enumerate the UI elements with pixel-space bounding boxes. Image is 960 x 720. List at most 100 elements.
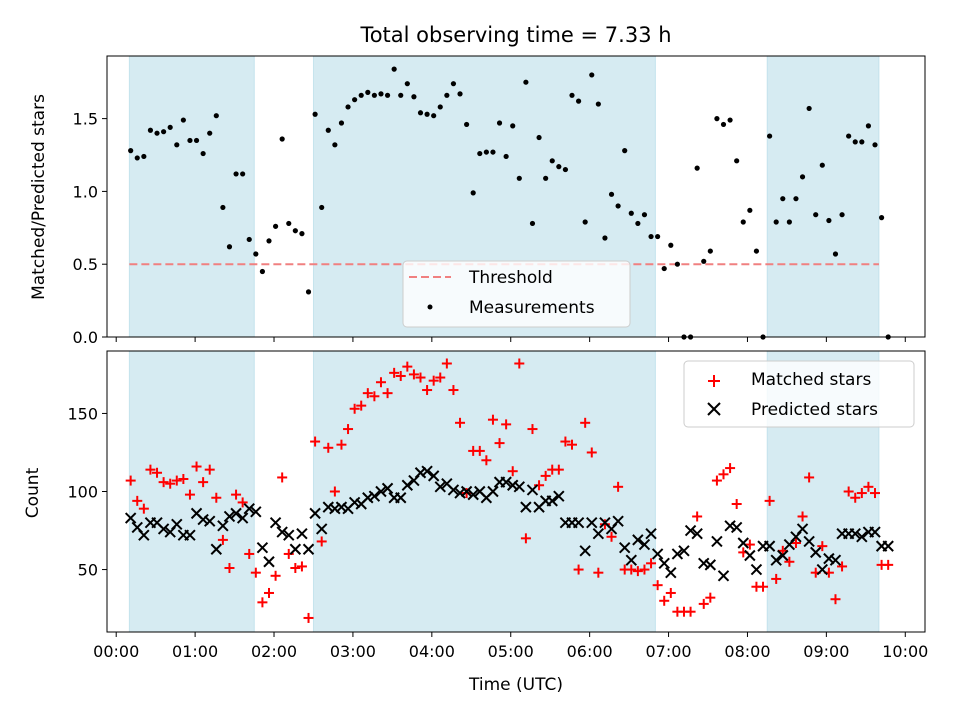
x-tick-label: 05:00 <box>488 642 534 661</box>
bottom-axes: 50 100 150 00:00 01:00 02:00 03:00 04:00 05:00 06… <box>67 350 928 661</box>
predicted-star-point <box>269 517 282 529</box>
matched-star-point <box>514 358 525 369</box>
matched-star-point <box>659 595 670 606</box>
predicted-star-point <box>434 481 446 493</box>
measurement-point <box>272 223 279 229</box>
measurement-point <box>773 219 779 225</box>
top-panel: 0.0 0.5 1.0 1.5 Matched/Predicted stars Thr… <box>29 55 926 347</box>
predicted-star-point <box>625 554 637 566</box>
matched-star-point <box>843 486 854 497</box>
matched-star-point <box>323 442 334 453</box>
measurement-point <box>411 94 417 100</box>
predicted-star-point <box>362 492 374 504</box>
matched-star-point <box>606 531 617 542</box>
matched-star-point <box>632 566 643 577</box>
predicted-star-point <box>698 557 710 570</box>
matched-star-point <box>184 489 195 500</box>
matched-star-point <box>652 580 663 591</box>
matched-star-point <box>646 558 657 569</box>
predicted-star-point <box>572 517 585 529</box>
top-ylabel: Matched/Predicted stars <box>29 94 49 300</box>
measurement-point <box>457 91 463 97</box>
top-axes: 0.0 0.5 1.0 1.5 <box>73 55 926 347</box>
predicted-star-point <box>171 518 183 530</box>
measurement-point <box>707 248 713 254</box>
predicted-star-point <box>217 520 229 532</box>
measurement-point <box>727 117 733 123</box>
predicted-star-point <box>447 484 460 496</box>
measurement-point <box>826 217 832 224</box>
predicted-star-point <box>803 535 815 548</box>
measurement-point <box>319 204 325 211</box>
matched-star-point <box>290 562 301 573</box>
measurement-point <box>450 81 457 87</box>
matched-star-point <box>731 498 742 509</box>
shaded-interval <box>128 350 255 633</box>
matched-star-point <box>455 417 466 428</box>
matched-star-point <box>784 556 795 567</box>
measurement-point <box>292 228 298 234</box>
predicted-star-point <box>763 540 776 552</box>
measurement-point <box>246 236 252 243</box>
predicted-star-point <box>401 479 414 491</box>
measurement-point <box>365 89 371 95</box>
predicted-star-point <box>283 529 295 541</box>
predicted-star-point <box>236 512 249 524</box>
measurement-point <box>180 117 186 123</box>
measurement-point <box>661 265 667 272</box>
matched-star-point <box>191 461 202 472</box>
legend-predicted-label: Predicted stars <box>751 400 878 420</box>
y-tick-label: 50 <box>78 561 98 580</box>
measurement-point <box>352 97 358 103</box>
matched-star-point <box>830 594 841 605</box>
predicted-star-point <box>592 527 605 540</box>
legend-matched-swatch <box>708 375 720 387</box>
matched-star-point <box>698 598 709 609</box>
matched-star-point <box>863 481 874 492</box>
predicted-star-point <box>810 546 822 559</box>
matched-star-point <box>613 481 624 492</box>
measurement-point <box>345 104 351 110</box>
measurement-point <box>819 162 825 168</box>
measurement-point <box>240 171 246 177</box>
measurement-point <box>608 191 615 197</box>
legend-measurements-swatch <box>427 304 433 310</box>
matched-star-point <box>856 488 867 499</box>
matched-star-point <box>250 567 261 578</box>
predicted-star-point <box>744 549 756 562</box>
predicted-star-point <box>368 490 381 502</box>
measurement-point <box>872 142 878 148</box>
matched-star-point <box>145 464 156 475</box>
predicted-star-point <box>395 492 407 504</box>
matched-star-point <box>501 419 512 430</box>
predicted-star-point <box>829 554 842 566</box>
measurement-point <box>516 175 522 181</box>
x-tick-label: 10:00 <box>882 642 928 661</box>
legend-measurements-label: Measurements <box>469 298 595 318</box>
measurement-point <box>187 137 193 144</box>
measurement-point <box>384 92 391 98</box>
predicted-star-point <box>777 549 789 562</box>
predicted-star-point <box>256 541 269 554</box>
matched-star-point <box>448 385 459 396</box>
matched-star-point <box>665 587 676 598</box>
measurement-point <box>536 134 542 141</box>
predicted-star-point <box>322 501 334 513</box>
measurement-point <box>793 196 799 202</box>
matched-star-point <box>310 436 321 447</box>
measurement-point <box>556 164 562 170</box>
y-tick-label: 1.5 <box>73 110 98 129</box>
predicted-star-point <box>678 545 690 557</box>
measurement-point <box>753 248 760 254</box>
predicted-star-point <box>500 476 512 488</box>
matched-star-point <box>356 400 367 411</box>
axes-frame <box>106 55 926 338</box>
measurement-point <box>154 130 160 136</box>
measurement-point <box>589 72 595 78</box>
measurement-point <box>490 149 496 155</box>
predicted-star-point <box>375 485 387 498</box>
matched-star-point <box>520 533 531 544</box>
matched-star-point <box>171 475 182 486</box>
measurement-point <box>575 98 582 104</box>
x-tick-label: 09:00 <box>803 642 849 661</box>
